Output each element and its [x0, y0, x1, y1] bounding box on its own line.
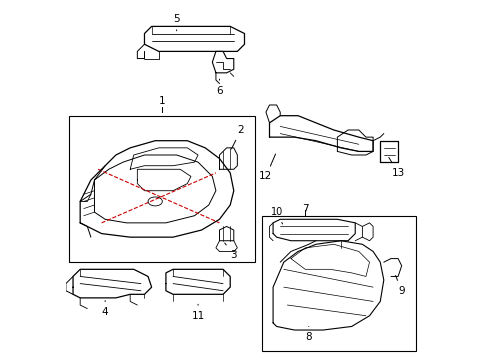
Text: 10: 10: [270, 207, 282, 224]
Text: 12: 12: [259, 154, 275, 181]
Text: 9: 9: [395, 275, 404, 296]
Text: 3: 3: [224, 243, 237, 260]
Bar: [69, 116, 255, 262]
Text: 5: 5: [173, 14, 180, 31]
Bar: [262, 216, 415, 351]
Text: 1: 1: [159, 96, 165, 107]
Text: 7: 7: [301, 203, 308, 213]
Text: 11: 11: [191, 304, 204, 321]
Text: 4: 4: [102, 301, 108, 317]
Text: 13: 13: [388, 157, 404, 178]
Text: 2: 2: [231, 125, 244, 149]
Text: 6: 6: [216, 79, 223, 96]
Text: 8: 8: [305, 327, 311, 342]
